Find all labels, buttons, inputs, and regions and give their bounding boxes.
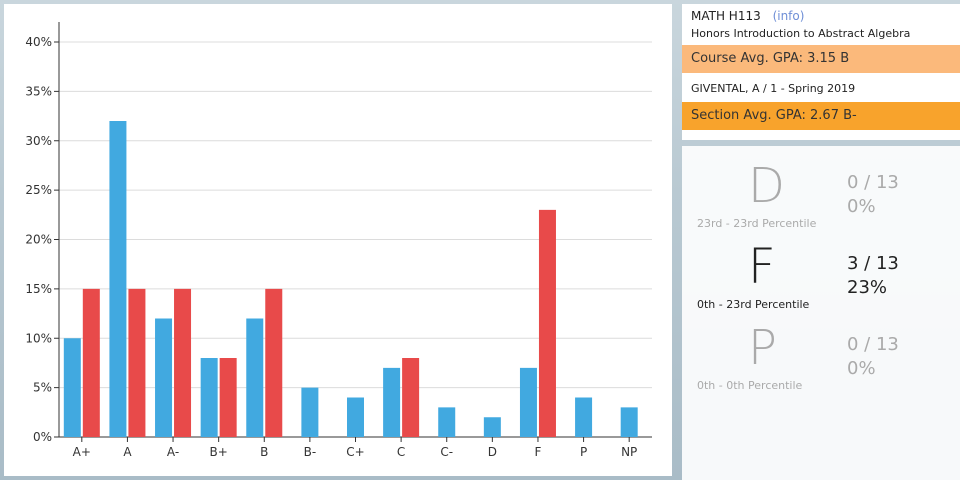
grade-entry-f: F 0th - 23rd Percentile 3 / 13 23% bbox=[682, 239, 960, 319]
x-tick-label: B bbox=[260, 445, 268, 459]
bar-series-2 bbox=[128, 288, 146, 437]
y-tick-label: 10% bbox=[25, 331, 52, 345]
x-tick-label: P bbox=[580, 445, 587, 459]
course-avg-gpa: Course Avg. GPA: 3.15 B bbox=[682, 45, 960, 73]
bar-series-2 bbox=[174, 288, 192, 437]
x-tick-label: A- bbox=[167, 445, 179, 459]
course-code: MATH H113 bbox=[691, 9, 761, 23]
grade-details-panel: D 23rd - 23rd Percentile 0 / 13 0% F 0th… bbox=[682, 146, 960, 480]
course-info-panel: MATH H113 (info) Honors Introduction to … bbox=[682, 4, 960, 140]
grade-percent: 0% bbox=[847, 358, 876, 379]
bar-chart: 0% 5% 10% 15% 20% 25% 30% 35% 40% A+ A A- B+ B B- C+ C C-… bbox=[25, 22, 652, 459]
bar-series-1 bbox=[246, 318, 264, 437]
grade-count: 0 / 13 bbox=[847, 334, 899, 355]
y-tick-label: 35% bbox=[25, 84, 52, 98]
grade-percent: 0% bbox=[847, 196, 876, 217]
bar-series-1 bbox=[519, 367, 537, 437]
y-tick-label: 40% bbox=[25, 35, 52, 49]
bar-series-1 bbox=[438, 407, 456, 437]
grade-count: 3 / 13 bbox=[847, 253, 899, 274]
info-link[interactable]: (info) bbox=[772, 9, 805, 23]
x-tick-label: A+ bbox=[73, 445, 91, 459]
x-tick-label: B- bbox=[304, 445, 317, 459]
bar-series-1 bbox=[620, 407, 638, 437]
bar-series-1 bbox=[347, 397, 364, 437]
grade-count: 0 / 13 bbox=[847, 172, 899, 193]
x-tick-label: B+ bbox=[210, 445, 228, 459]
grade-entry-d: D 23rd - 23rd Percentile 0 / 13 0% bbox=[682, 158, 960, 238]
x-tick-label: C bbox=[397, 445, 405, 459]
grade-letter: D bbox=[748, 158, 785, 214]
y-tick-label: 20% bbox=[25, 233, 52, 247]
instructor-term: GIVENTAL, A / 1 - Spring 2019 bbox=[691, 82, 856, 95]
bar-series-1 bbox=[109, 121, 127, 437]
grade-percentile: 0th - 23rd Percentile bbox=[697, 298, 810, 311]
course-title: Honors Introduction to Abstract Algebra bbox=[691, 27, 911, 40]
bar-series-2 bbox=[82, 288, 100, 437]
grade-percent: 23% bbox=[847, 277, 888, 298]
y-tick-label: 30% bbox=[25, 134, 52, 148]
y-tick-label: 5% bbox=[33, 381, 52, 395]
bar-series-1 bbox=[301, 387, 319, 437]
bar-series-2 bbox=[402, 358, 420, 437]
bar-series-1 bbox=[383, 367, 401, 437]
grade-entry-p: P 0th - 0th Percentile 0 / 13 0% bbox=[682, 320, 960, 400]
grade-letter: P bbox=[748, 320, 777, 376]
bar-series-2 bbox=[219, 358, 237, 437]
x-tick-label: A bbox=[123, 445, 132, 459]
y-tick-label: 0% bbox=[33, 430, 52, 444]
x-tick-label: D bbox=[488, 445, 497, 459]
grade-percentile: 0th - 0th Percentile bbox=[697, 379, 803, 392]
x-tick-label: NP bbox=[621, 445, 637, 459]
bar-series-1 bbox=[155, 318, 173, 437]
grade-letter: F bbox=[748, 239, 776, 295]
bar-series-1 bbox=[575, 397, 593, 437]
bar-series-2 bbox=[538, 209, 556, 437]
y-tick-label: 25% bbox=[25, 183, 52, 197]
x-tick-label: F bbox=[535, 445, 542, 459]
section-avg-gpa: Section Avg. GPA: 2.67 B- bbox=[682, 102, 960, 130]
course-code-line: MATH H113 (info) bbox=[691, 9, 804, 23]
x-tick-label: C- bbox=[440, 445, 453, 459]
grade-distribution-chart: 0% 5% 10% 15% 20% 25% 30% 35% 40% A+ A A- B+ B B- C+ C C-… bbox=[4, 4, 672, 476]
y-tick-label: 15% bbox=[25, 282, 52, 296]
grade-percentile: 23rd - 23rd Percentile bbox=[697, 217, 817, 230]
bar-series-1 bbox=[483, 417, 501, 437]
bar-series-1 bbox=[200, 358, 218, 437]
x-tick-label: C+ bbox=[346, 445, 364, 459]
bar-series-2 bbox=[265, 288, 283, 437]
bar-series-1 bbox=[63, 338, 81, 437]
